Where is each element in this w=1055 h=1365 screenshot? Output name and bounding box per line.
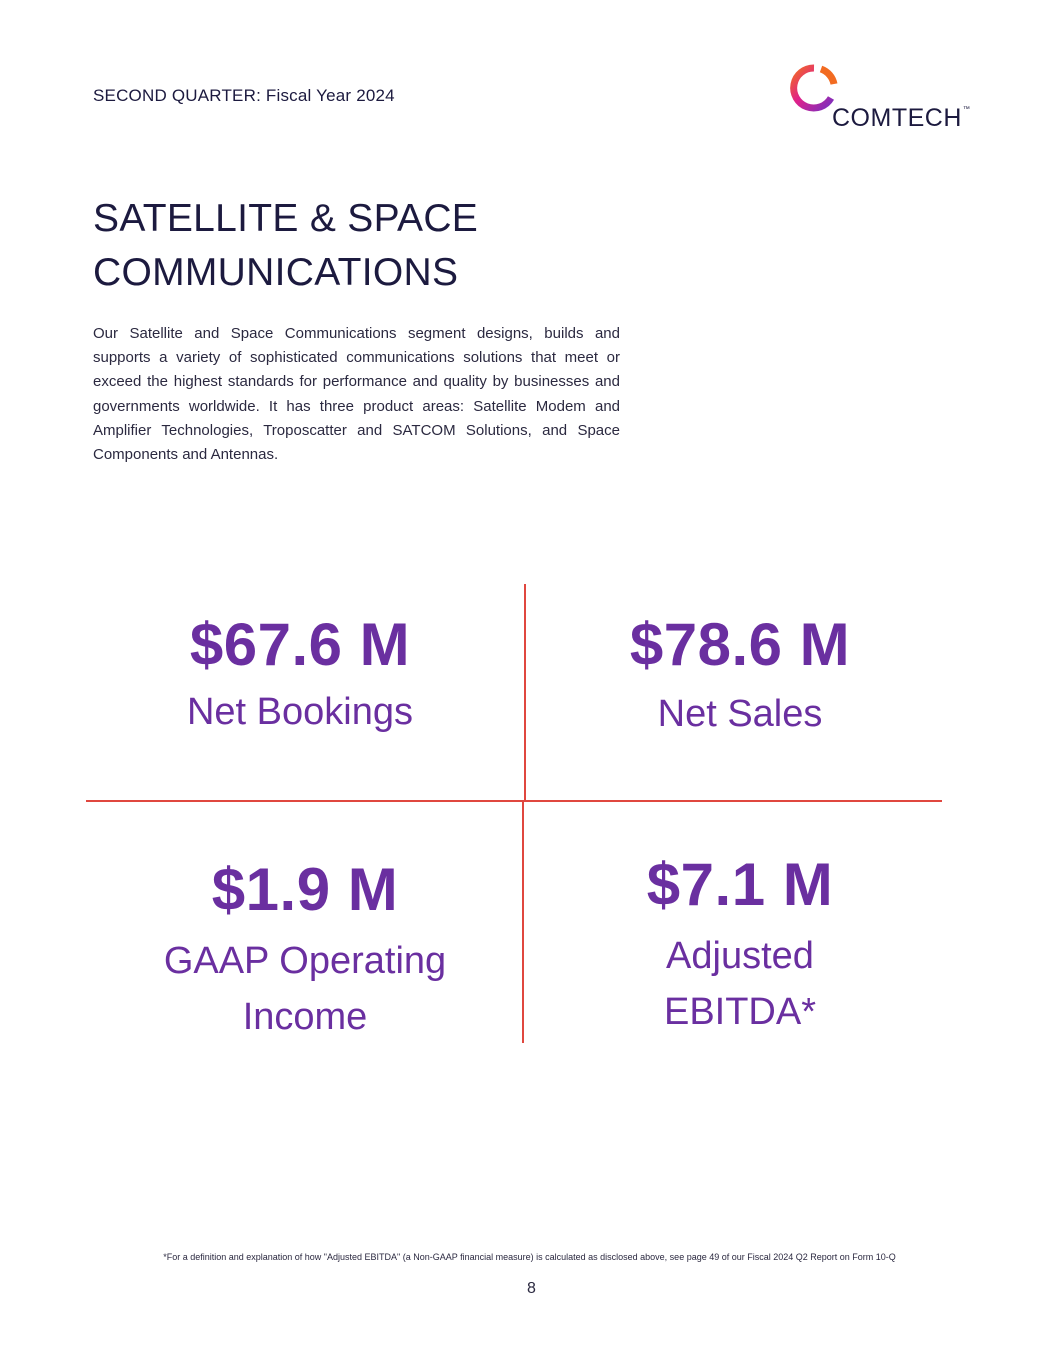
comtech-logo-mark-icon xyxy=(790,64,838,112)
metric-net-sales: $78.6 M Net Sales xyxy=(540,610,940,742)
footnote: *For a definition and explanation of how… xyxy=(163,1252,896,1262)
vertical-divider-bottom xyxy=(522,800,524,1043)
metric-label: GAAP Operating Income xyxy=(105,933,505,1045)
metric-label-line1: GAAP Operating xyxy=(163,940,447,982)
horizontal-divider xyxy=(86,800,942,802)
metric-value: $67.6 M xyxy=(189,611,411,678)
section-title-line2: COMMUNICATIONS xyxy=(93,251,459,294)
metric-label-line2: Income xyxy=(242,996,368,1038)
metric-label: Net Sales xyxy=(657,693,823,735)
vertical-divider-top xyxy=(524,584,526,800)
metric-adjusted-ebitda: $7.1 M Adjusted EBITDA* xyxy=(540,850,940,1040)
segment-description: Our Satellite and Space Communications s… xyxy=(93,325,620,464)
section-title: SATELLITE & SPACE COMMUNICATIONS xyxy=(93,192,693,300)
metric-label-line1: Adjusted xyxy=(666,935,814,977)
metric-gaap-operating-income: $1.9 M GAAP Operating Income xyxy=(105,855,505,1045)
section-title-line1: SATELLITE & SPACE xyxy=(93,197,479,240)
report-period-label: SECOND QUARTER: Fiscal Year 2024 xyxy=(93,86,395,105)
page-number: 8 xyxy=(527,1280,536,1297)
metric-label: Net Bookings xyxy=(186,691,413,733)
comtech-logo: COMTECH™ xyxy=(784,60,974,135)
metric-value: $78.6 M xyxy=(629,611,851,678)
metric-label: Adjusted EBITDA* xyxy=(540,928,940,1040)
metric-net-bookings: $67.6 M Net Bookings xyxy=(100,610,500,740)
metric-value: $7.1 M xyxy=(646,851,834,918)
metric-label-line2: EBITDA* xyxy=(663,991,817,1033)
metric-value: $1.9 M xyxy=(211,856,399,923)
comtech-wordmark: COMTECH™ xyxy=(832,104,971,132)
